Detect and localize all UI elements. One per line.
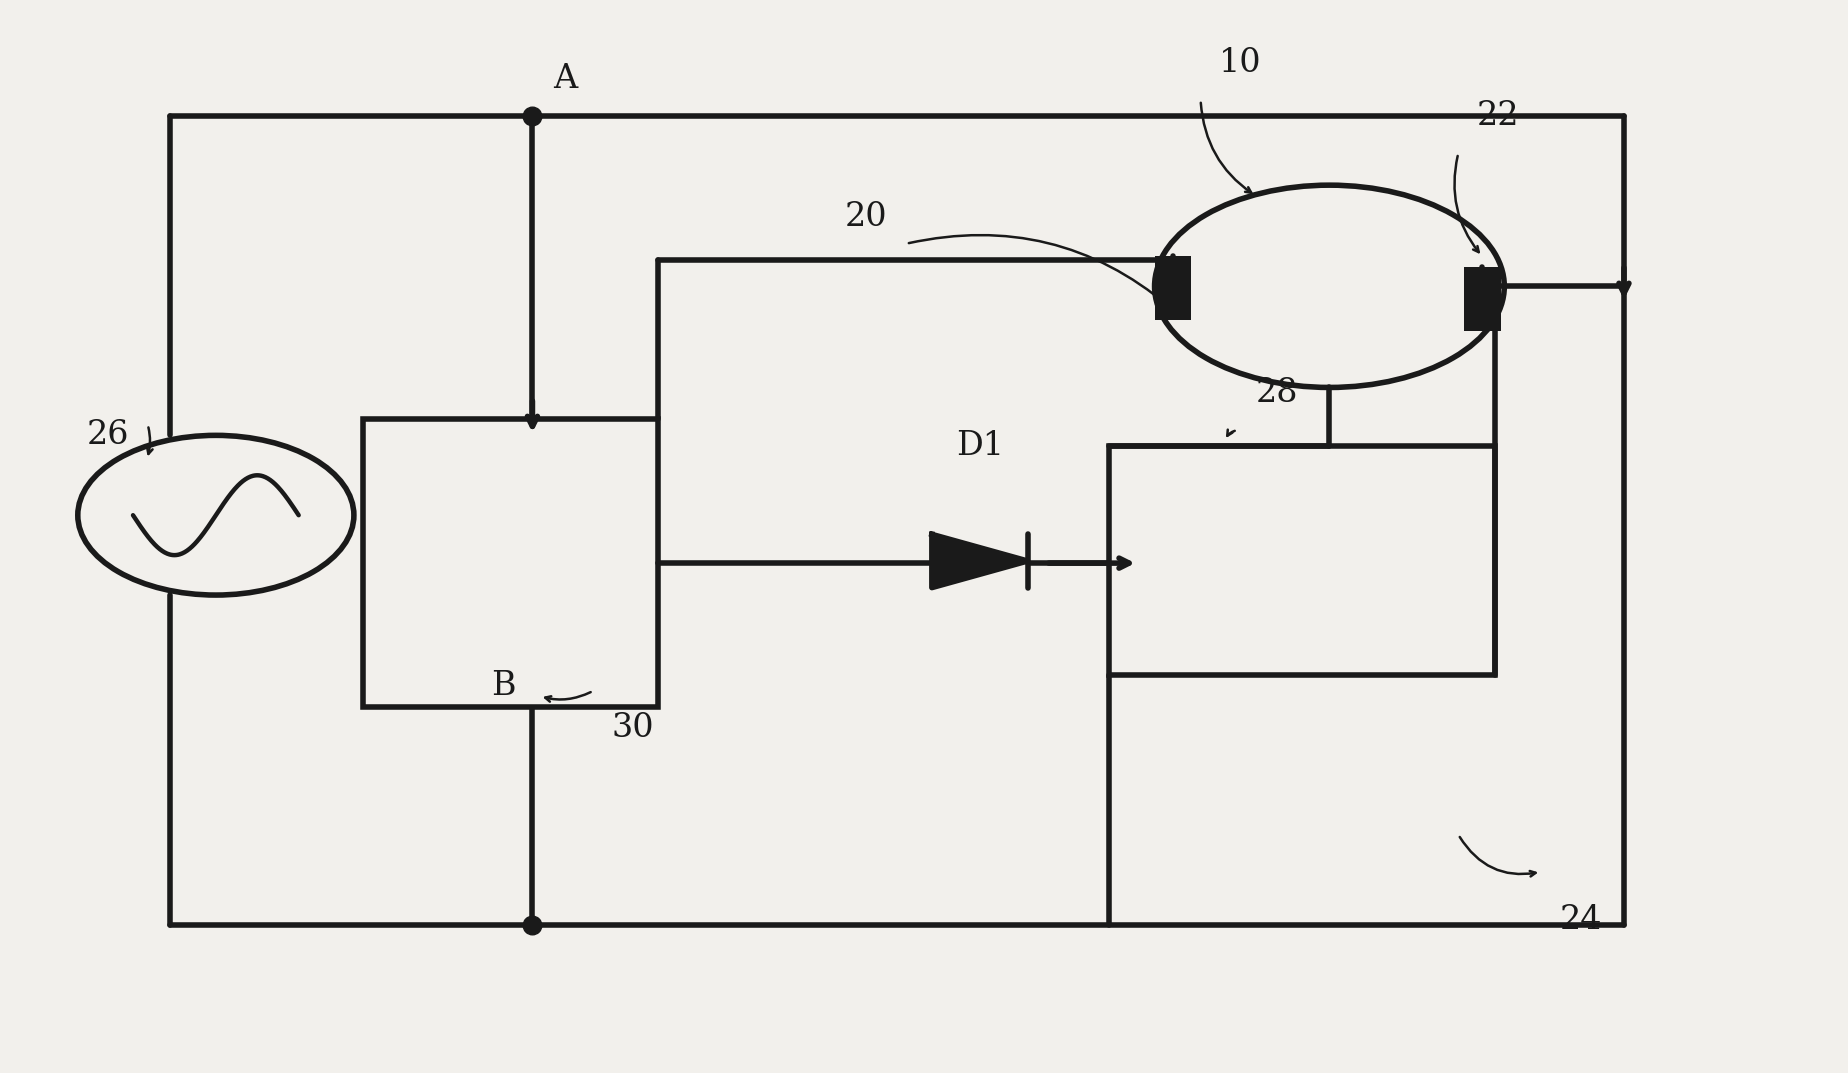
Text: B: B — [490, 670, 516, 702]
Bar — [1109, 446, 1495, 675]
Bar — [362, 420, 658, 707]
Bar — [1464, 267, 1501, 330]
Text: 20: 20 — [845, 201, 887, 233]
Text: D1: D1 — [955, 430, 1003, 462]
Text: A: A — [553, 62, 577, 94]
Text: 22: 22 — [1477, 100, 1519, 132]
Polygon shape — [931, 534, 1027, 588]
Text: 10: 10 — [1218, 47, 1260, 78]
Text: 30: 30 — [612, 712, 654, 745]
Bar — [1153, 256, 1190, 321]
Text: 26: 26 — [87, 420, 129, 452]
Point — [517, 916, 547, 934]
Text: 28: 28 — [1255, 377, 1297, 409]
Point — [517, 107, 547, 124]
Text: 24: 24 — [1558, 903, 1600, 936]
